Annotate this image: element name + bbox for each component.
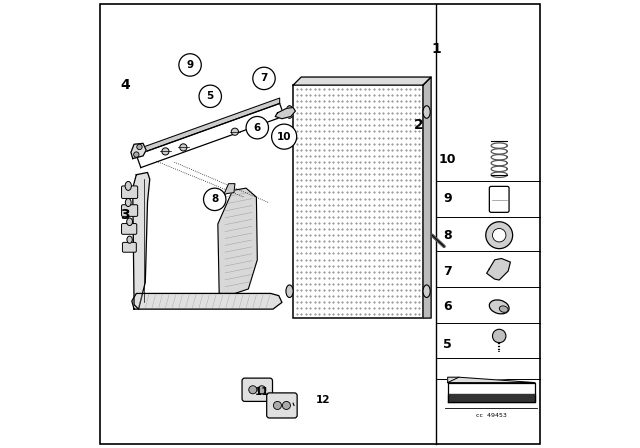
- Ellipse shape: [286, 285, 293, 297]
- Circle shape: [282, 401, 291, 409]
- Circle shape: [252, 123, 259, 130]
- Polygon shape: [131, 143, 146, 159]
- Ellipse shape: [490, 300, 509, 314]
- FancyBboxPatch shape: [122, 186, 138, 198]
- Polygon shape: [423, 77, 431, 318]
- Ellipse shape: [125, 198, 131, 207]
- Circle shape: [493, 228, 506, 242]
- Circle shape: [271, 124, 297, 149]
- Polygon shape: [293, 77, 431, 85]
- Text: 9: 9: [444, 191, 452, 205]
- Circle shape: [249, 386, 257, 394]
- Text: 12: 12: [316, 395, 330, 405]
- Circle shape: [179, 54, 201, 76]
- FancyBboxPatch shape: [122, 205, 138, 216]
- Polygon shape: [448, 377, 535, 383]
- FancyBboxPatch shape: [267, 393, 297, 418]
- Circle shape: [137, 144, 142, 150]
- Polygon shape: [486, 258, 511, 280]
- Text: 11: 11: [255, 387, 269, 397]
- Ellipse shape: [286, 106, 293, 118]
- Polygon shape: [136, 98, 280, 155]
- Text: 7: 7: [444, 264, 452, 278]
- Circle shape: [180, 144, 187, 151]
- Text: 9: 9: [186, 60, 194, 70]
- Text: 4: 4: [120, 78, 130, 92]
- Bar: [293, 85, 423, 318]
- Circle shape: [134, 152, 139, 157]
- Circle shape: [273, 401, 282, 409]
- Text: 3: 3: [120, 208, 130, 222]
- FancyBboxPatch shape: [242, 378, 273, 401]
- Text: 6: 6: [444, 300, 452, 314]
- Polygon shape: [224, 184, 235, 195]
- Circle shape: [253, 67, 275, 90]
- FancyBboxPatch shape: [122, 224, 137, 234]
- Text: 5: 5: [444, 337, 452, 351]
- Ellipse shape: [423, 106, 430, 118]
- Circle shape: [199, 85, 221, 108]
- Text: 5: 5: [207, 91, 214, 101]
- Polygon shape: [448, 383, 535, 394]
- Circle shape: [231, 128, 239, 135]
- Ellipse shape: [127, 236, 132, 243]
- FancyBboxPatch shape: [122, 242, 136, 252]
- Circle shape: [493, 329, 506, 343]
- Circle shape: [204, 188, 226, 211]
- Ellipse shape: [125, 181, 131, 190]
- Polygon shape: [448, 394, 535, 402]
- Polygon shape: [275, 108, 296, 119]
- Text: 7: 7: [260, 73, 268, 83]
- Text: 10: 10: [439, 152, 456, 166]
- Text: 6: 6: [253, 123, 261, 133]
- Ellipse shape: [499, 306, 508, 312]
- Polygon shape: [136, 103, 284, 168]
- Polygon shape: [132, 172, 150, 309]
- FancyBboxPatch shape: [490, 186, 509, 212]
- Circle shape: [258, 386, 266, 394]
- Polygon shape: [218, 188, 257, 293]
- Ellipse shape: [423, 285, 430, 297]
- Circle shape: [486, 222, 513, 249]
- Text: cc  49453: cc 49453: [476, 413, 507, 418]
- Circle shape: [246, 116, 269, 139]
- Ellipse shape: [127, 218, 132, 226]
- Text: 8: 8: [211, 194, 218, 204]
- Text: 1: 1: [431, 42, 442, 56]
- Circle shape: [162, 148, 169, 155]
- Text: 10: 10: [277, 132, 291, 142]
- Text: 2: 2: [413, 118, 424, 133]
- Polygon shape: [132, 293, 282, 309]
- Text: 8: 8: [444, 228, 452, 242]
